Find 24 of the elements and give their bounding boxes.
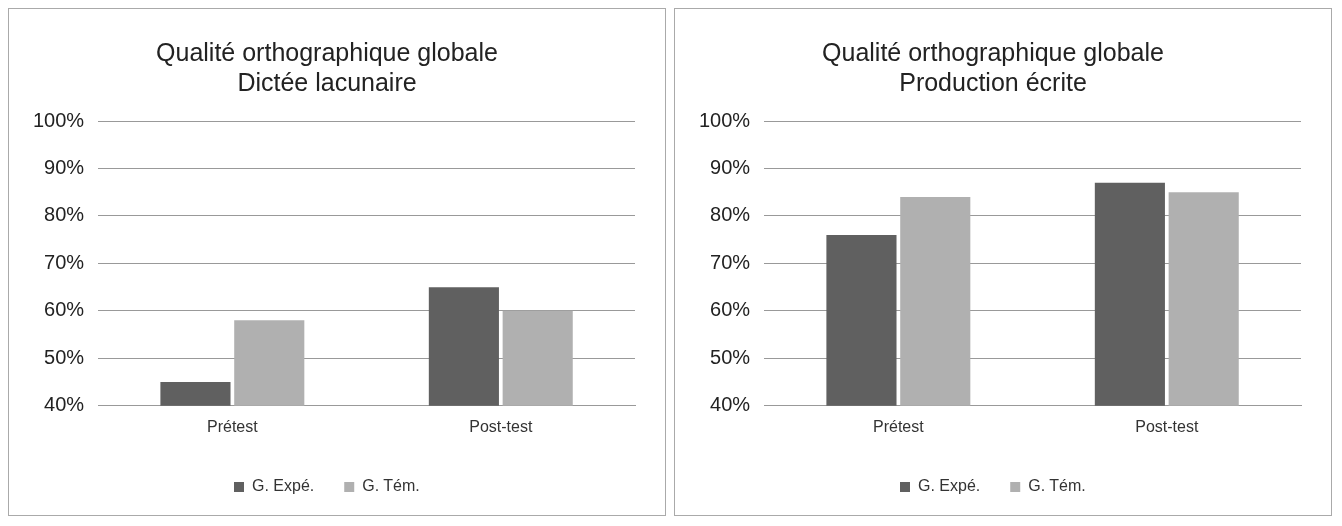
y-tick-label: 100% bbox=[699, 108, 751, 131]
y-tick-label: 60% bbox=[710, 298, 751, 321]
chart-title: Qualité orthographique globale Dictée lacunaire bbox=[156, 37, 498, 96]
y-tick-label: 100% bbox=[33, 108, 85, 131]
y-tick-label: 50% bbox=[710, 345, 751, 368]
y-tick-label: 80% bbox=[710, 203, 751, 226]
y-tick-label: 80% bbox=[44, 203, 85, 226]
chart-title: Qualité orthographique globale Production écrite bbox=[822, 37, 1164, 96]
x-tick-label: Post-test bbox=[469, 417, 533, 435]
y-tick-label: 50% bbox=[44, 345, 85, 368]
y-tick-label: 70% bbox=[44, 250, 85, 273]
y-tick-label: 60% bbox=[44, 298, 85, 321]
y-tick-label: 40% bbox=[44, 393, 85, 416]
y-tick-label: 70% bbox=[710, 250, 751, 273]
y-tick-label: 90% bbox=[710, 155, 751, 178]
y-tick-label: 90% bbox=[44, 155, 85, 178]
x-tick-label: Post-test bbox=[1135, 417, 1199, 435]
legend-label: G. Expé. bbox=[917, 477, 981, 495]
x-tick-label: Prétest bbox=[207, 417, 259, 435]
legend-label: G. Tém. bbox=[1028, 477, 1086, 495]
legend-label: G. Tém. bbox=[362, 477, 420, 495]
legend-label: G. Expé. bbox=[251, 477, 315, 495]
x-tick-label: Prétest bbox=[873, 417, 925, 435]
y-tick-label: 40% bbox=[710, 393, 751, 416]
